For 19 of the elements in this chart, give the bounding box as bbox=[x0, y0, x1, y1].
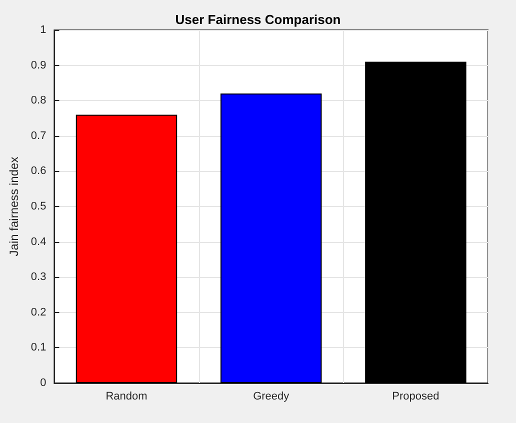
y-tick-label: 0.2 bbox=[30, 306, 46, 318]
x-tick-label: Proposed bbox=[392, 390, 440, 402]
bar bbox=[365, 62, 466, 383]
chart-title: User Fairness Comparison bbox=[175, 12, 341, 27]
y-axis-title: Jain fairness index bbox=[7, 156, 21, 256]
y-tick-label: 0.8 bbox=[30, 94, 46, 107]
y-tick-label: 0 bbox=[40, 377, 46, 389]
y-tick-label: 0.4 bbox=[30, 236, 46, 248]
y-tick-label: 0.6 bbox=[30, 165, 46, 178]
bar bbox=[76, 114, 178, 383]
y-tick-label: 0.5 bbox=[30, 200, 46, 212]
y-tick-label: 0.7 bbox=[30, 130, 46, 142]
y-tick-label: 0.3 bbox=[30, 271, 46, 284]
x-tick-label: Random bbox=[106, 390, 148, 402]
x-tick-label: Greedy bbox=[253, 390, 290, 402]
bar bbox=[220, 94, 322, 383]
y-tick-label: 1 bbox=[40, 24, 46, 36]
y-tick-label: 0.1 bbox=[30, 342, 46, 354]
y-tick-label: 0.9 bbox=[30, 59, 46, 72]
